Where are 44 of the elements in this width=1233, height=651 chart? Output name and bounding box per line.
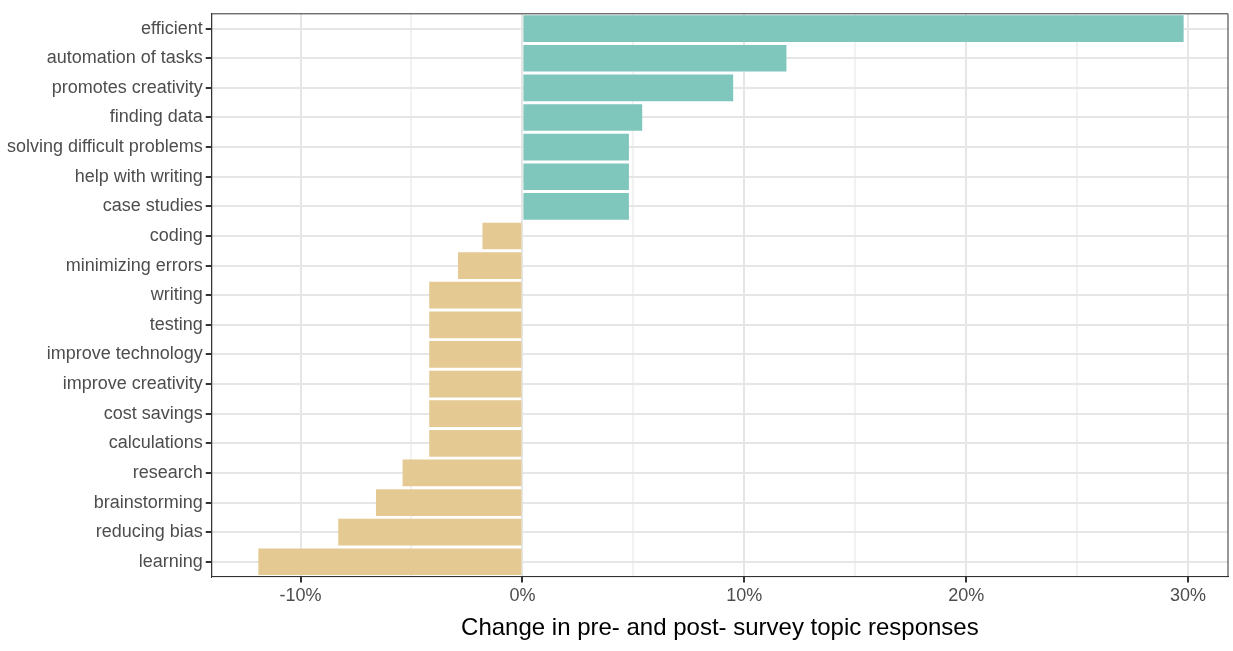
x-axis-title: Change in pre- and post- survey topic responses: [461, 613, 979, 641]
bar: [523, 44, 787, 72]
bar: [523, 163, 629, 191]
bar: [429, 370, 522, 398]
bar: [429, 311, 522, 339]
y-tick-label: learning: [138, 550, 203, 571]
y-tick-label: minimizing errors: [65, 254, 203, 275]
x-tick-label: -10%: [279, 585, 322, 606]
bar: [429, 281, 522, 309]
x-tick-label: 0%: [509, 585, 536, 606]
y-tick-label: help with writing: [74, 165, 203, 186]
x-tick-label: 30%: [1170, 585, 1207, 606]
y-tick-label: efficient: [141, 17, 203, 38]
y-tick-label: improve technology: [46, 343, 203, 364]
x-tick-label: 10%: [726, 585, 763, 606]
bar: [523, 74, 734, 102]
bar: [523, 104, 643, 131]
bar: [458, 252, 522, 279]
bar: [429, 341, 522, 368]
bar: [523, 133, 629, 161]
y-tick-label: case studies: [102, 195, 203, 216]
bar: [258, 548, 522, 576]
bar: [375, 489, 522, 516]
bar: [429, 400, 522, 428]
bar: [338, 518, 522, 546]
y-tick-label: calculations: [108, 432, 203, 453]
y-tick-label: cost savings: [103, 402, 203, 423]
y-tick-label: automation of tasks: [46, 47, 203, 68]
x-tick-label: 20%: [948, 585, 985, 606]
bar: [482, 222, 522, 250]
y-tick-label: finding data: [109, 106, 204, 127]
bar: [523, 15, 1184, 42]
y-tick-label: solving difficult problems: [6, 136, 203, 157]
y-tick-label: coding: [149, 224, 203, 245]
bar: [523, 193, 629, 220]
bar: [429, 429, 522, 457]
y-tick-label: writing: [149, 284, 203, 305]
y-tick-label: testing: [149, 313, 203, 334]
y-tick-label: reducing bias: [95, 521, 203, 542]
y-tick-label: research: [132, 461, 203, 482]
y-tick-label: promotes creativity: [51, 76, 203, 97]
bar: [402, 459, 522, 487]
y-tick-label: brainstorming: [93, 491, 203, 512]
y-tick-label: improve creativity: [62, 373, 203, 394]
